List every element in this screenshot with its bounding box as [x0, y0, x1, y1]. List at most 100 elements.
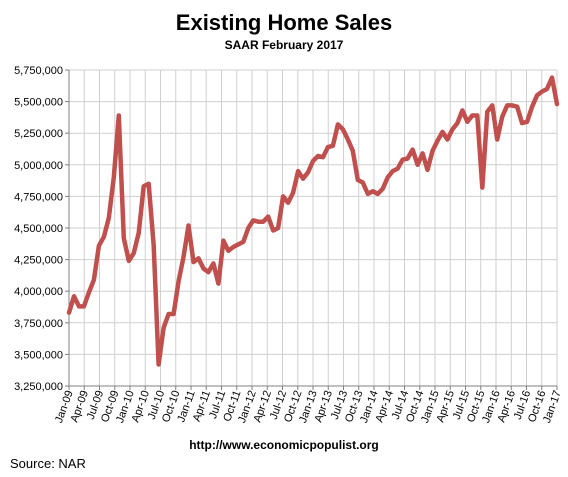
source-note: Source: NAR [10, 456, 86, 471]
data-point [77, 304, 81, 308]
data-point [445, 138, 449, 141]
data-point [530, 105, 534, 109]
y-tick-label: 3,500,000 [14, 349, 63, 361]
data-point [221, 239, 225, 243]
data-point [316, 154, 320, 158]
data-point [157, 363, 161, 366]
data-point [147, 182, 151, 186]
gridlines [68, 69, 558, 387]
data-point [515, 105, 519, 109]
data-point [550, 76, 554, 80]
data-point [411, 148, 415, 152]
data-point [460, 108, 464, 112]
data-point [82, 304, 86, 308]
data-point [455, 121, 459, 125]
data-point [535, 93, 539, 97]
data-point [381, 187, 385, 191]
data-point [371, 189, 375, 193]
data-point [236, 242, 240, 246]
data-point [361, 181, 365, 184]
y-tick-label: 3,250,000 [14, 381, 63, 393]
data-point [510, 103, 514, 107]
y-tick-label: 4,500,000 [14, 223, 63, 235]
data-point [231, 245, 235, 249]
data-point [142, 184, 146, 188]
data-point [211, 261, 215, 265]
data-point [505, 103, 509, 107]
data-point [162, 326, 166, 330]
data-point [431, 149, 434, 153]
data-point [102, 235, 106, 239]
data-point [107, 216, 111, 220]
x-tick-labels: Jan-09Apr-09Jul-09Oct-09Jan-10Apr-10Jul-… [53, 389, 564, 425]
data-point [366, 192, 370, 196]
axes [65, 69, 558, 390]
data-point [192, 260, 195, 264]
y-tick-label: 4,250,000 [14, 255, 63, 267]
data-point [172, 312, 176, 316]
data-point [406, 157, 410, 160]
data-point [495, 138, 499, 141]
data-point [421, 151, 425, 155]
data-point [490, 103, 494, 107]
data-point [545, 87, 549, 91]
data-point [356, 178, 360, 182]
data-point [152, 244, 156, 248]
data-point [97, 244, 101, 248]
y-tick-label: 5,750,000 [14, 65, 63, 77]
data-point [271, 229, 275, 232]
data-point [67, 311, 71, 315]
data-point [122, 236, 126, 240]
data-point [276, 226, 280, 230]
data-point [480, 186, 484, 190]
data-point [326, 145, 330, 149]
data-point [92, 278, 96, 282]
data-point [475, 114, 479, 117]
data-point [336, 122, 340, 126]
data-point [441, 130, 444, 134]
data-point [450, 127, 454, 131]
data-point [72, 294, 76, 298]
y-tick-labels: 3,250,000 3,500,000 3,750,000 4,000,000 4,25… [14, 65, 63, 393]
data-point [416, 163, 420, 167]
data-point [197, 256, 200, 260]
y-tick-label: 5,500,000 [14, 97, 63, 109]
data-point [127, 259, 131, 263]
data-point [187, 224, 190, 227]
data-point [261, 220, 265, 224]
y-tick-label: 4,750,000 [14, 191, 63, 203]
data-point [281, 194, 285, 198]
data-point [436, 139, 439, 143]
data-point [177, 279, 181, 283]
source-url[interactable]: http://www.economicpopulist.org [189, 438, 379, 452]
data-point [346, 138, 350, 141]
data-point [241, 240, 245, 244]
y-tick-label: 5,000,000 [14, 160, 63, 172]
data-point [201, 266, 205, 270]
data-point [251, 218, 255, 222]
data-point [351, 149, 355, 153]
series-layer [66, 75, 560, 367]
data-point [87, 291, 91, 294]
data-point [470, 114, 474, 117]
data-point [540, 90, 544, 93]
data-point [396, 167, 400, 171]
data-point [555, 102, 559, 106]
chart-title: Existing Home Sales [175, 10, 393, 35]
data-point [386, 175, 390, 179]
data-point [266, 215, 270, 219]
data-point [485, 110, 489, 114]
data-point [112, 175, 116, 179]
data-point [206, 270, 210, 274]
data-point [426, 168, 429, 172]
data-point [311, 159, 315, 163]
data-point [520, 121, 524, 125]
data-point [117, 114, 121, 117]
data-point [132, 251, 136, 255]
data-point [137, 231, 141, 235]
data-point [376, 192, 380, 196]
y-tick-label: 4,000,000 [14, 286, 63, 298]
data-point [401, 158, 405, 162]
data-point [391, 169, 395, 173]
